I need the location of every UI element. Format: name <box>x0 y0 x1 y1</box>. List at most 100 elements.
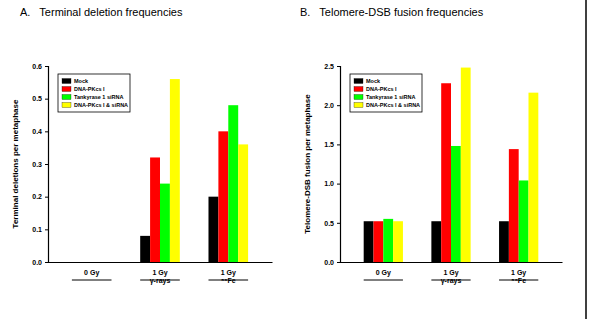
tick-label: 0.6 <box>32 63 42 70</box>
axis-line <box>341 262 563 263</box>
tick: 1 Gy⁵⁶Fe <box>208 262 248 284</box>
legend-label: Tankyrase 1 siRNA <box>74 94 123 100</box>
bar <box>238 144 248 262</box>
tick-label: 0.0 <box>32 259 42 266</box>
legend-swatch <box>62 103 71 108</box>
tick-mark <box>45 262 48 263</box>
bars <box>140 79 248 262</box>
legend-swatch <box>62 87 71 92</box>
tick-mark <box>337 262 340 263</box>
figure: A. Terminal deletion frequencies 0.0 0.1 0.… <box>0 0 589 319</box>
tick: 1 Gyγ-rays <box>140 262 180 285</box>
tick: 0.3 <box>32 161 48 168</box>
tick-mark <box>337 223 340 224</box>
tick: 1.5 <box>324 141 340 148</box>
bar <box>393 221 403 262</box>
legend-label: Mock <box>366 78 381 84</box>
category-label: 0 Gy <box>376 269 391 277</box>
tick: 0.4 <box>32 128 48 135</box>
tick: 0.5 <box>324 220 340 227</box>
tick: 0.0 <box>324 259 340 266</box>
bar <box>160 184 170 262</box>
y-axis-title: Telomere-DSB fusion per metaphase <box>303 94 312 234</box>
tick: 0 Gy <box>364 262 403 280</box>
panel: B. Telomere-DSB fusion frequencies 0.0 0.5… <box>300 6 563 285</box>
bar <box>499 221 509 262</box>
category-label: 1 Gy⁵⁶Fe <box>511 269 526 284</box>
tick-label: 0.3 <box>32 161 42 168</box>
tick-mark <box>45 66 48 67</box>
group-underline <box>72 280 112 281</box>
legend: MockDNA-PKcs ITankyrase 1 siRNADNA-PKcs … <box>350 74 422 112</box>
bar <box>364 221 374 262</box>
tick: 0.0 <box>32 259 48 266</box>
bar <box>509 149 519 262</box>
bar <box>431 221 441 262</box>
border <box>585 0 587 319</box>
tick-label: 0.1 <box>32 226 42 233</box>
tick-label: 2.0 <box>324 102 334 109</box>
legend-swatch <box>62 79 71 84</box>
tick: 0.6 <box>32 63 48 70</box>
legend-swatch <box>62 95 71 100</box>
legend-swatch <box>354 95 363 100</box>
legend-swatch <box>354 103 363 108</box>
tick-label: 0.5 <box>32 95 42 102</box>
tick: 1.0 <box>324 180 340 187</box>
tick-mark <box>45 229 48 230</box>
tick-label: 1.0 <box>324 180 334 187</box>
category-label: 1 Gy⁵⁶Fe <box>221 269 236 284</box>
tick-mark <box>45 99 48 100</box>
legend-label: DNA-PKcs I <box>366 86 397 92</box>
legend-box <box>58 74 130 112</box>
bar <box>441 83 451 262</box>
bar <box>528 93 538 262</box>
group-underline <box>208 280 248 281</box>
tick: 0.2 <box>32 193 48 200</box>
title: A. Terminal deletion frequencies <box>20 6 183 18</box>
tick: 0.1 <box>32 226 48 233</box>
tick-label: 2.5 <box>324 63 334 70</box>
group-underline <box>499 280 538 281</box>
bar <box>374 221 384 262</box>
legend-label: DNA-PKcs I & siRNA <box>74 102 128 108</box>
legend-box <box>350 74 422 112</box>
legend-swatch <box>354 87 363 92</box>
y-axis: 0.0 0.5 1.0 1.5 2.0 2.5 <box>324 63 340 266</box>
legend-label: Tankyrase 1 siRNA <box>366 94 415 100</box>
tick-label: 0.4 <box>32 128 42 135</box>
tick: 2.5 <box>324 63 340 70</box>
bar <box>208 197 218 262</box>
tick-mark <box>45 164 48 165</box>
x-axis: 0 Gy 1 Gyγ-rays 1 Gy⁵⁶Fe <box>49 262 273 285</box>
group-underline <box>364 280 403 281</box>
tick: 0.5 <box>32 95 48 102</box>
title: B. Telomere-DSB fusion frequencies <box>300 6 484 18</box>
legend-label: DNA-PKcs I <box>74 86 105 92</box>
panel: A. Terminal deletion frequencies 0.0 0.1 0.… <box>11 6 273 285</box>
tick-label: 0.5 <box>324 220 334 227</box>
tick: 1 Gyγ-rays <box>431 262 470 285</box>
bar <box>451 146 461 262</box>
bar <box>170 79 180 262</box>
tick-mark <box>45 131 48 132</box>
x-axis: 0 Gy 1 Gyγ-rays 1 Gy⁵⁶Fe <box>341 262 563 285</box>
bar <box>140 236 150 262</box>
tick: 1 Gy⁵⁶Fe <box>499 262 538 284</box>
category-label: 1 Gyγ-rays <box>441 269 462 285</box>
tick-mark <box>45 197 48 198</box>
group-underline <box>431 280 470 281</box>
axis-line <box>49 262 273 263</box>
tick: 2.0 <box>324 102 340 109</box>
axis-line <box>45 67 49 263</box>
bar <box>519 180 529 262</box>
category-label: 0 Gy <box>84 269 99 277</box>
tick-mark <box>337 105 340 106</box>
bar <box>228 105 238 262</box>
y-axis-title: Terminal deletions per metaphase <box>11 99 20 228</box>
tick: 0 Gy <box>72 262 112 280</box>
tick-mark <box>337 184 340 185</box>
bar <box>461 68 471 262</box>
legend-swatch <box>354 79 363 84</box>
legend-label: Mock <box>74 78 89 84</box>
